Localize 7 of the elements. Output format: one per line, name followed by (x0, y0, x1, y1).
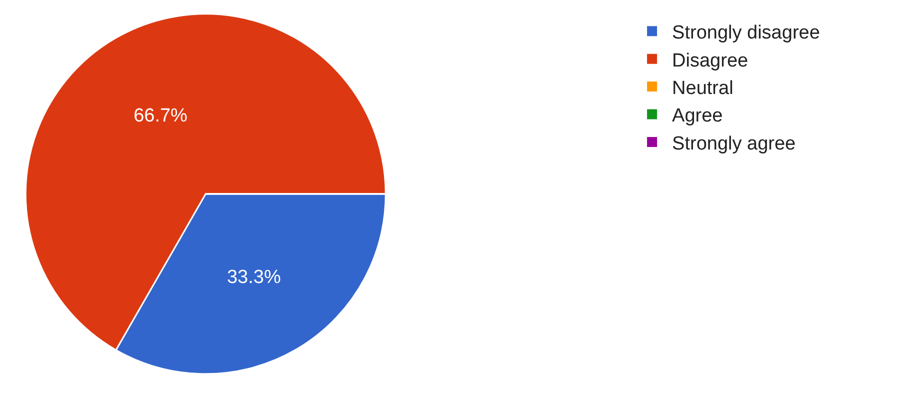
legend-label: Neutral (672, 78, 734, 99)
data-label: 66.7% (134, 106, 188, 127)
legend-label: Agree (672, 106, 723, 127)
data-label: 33.3% (226, 266, 281, 288)
legend-label: Strongly agree (672, 133, 796, 154)
legend-label: Strongly disagree (672, 22, 820, 44)
legend-label: Disagree (672, 50, 748, 72)
